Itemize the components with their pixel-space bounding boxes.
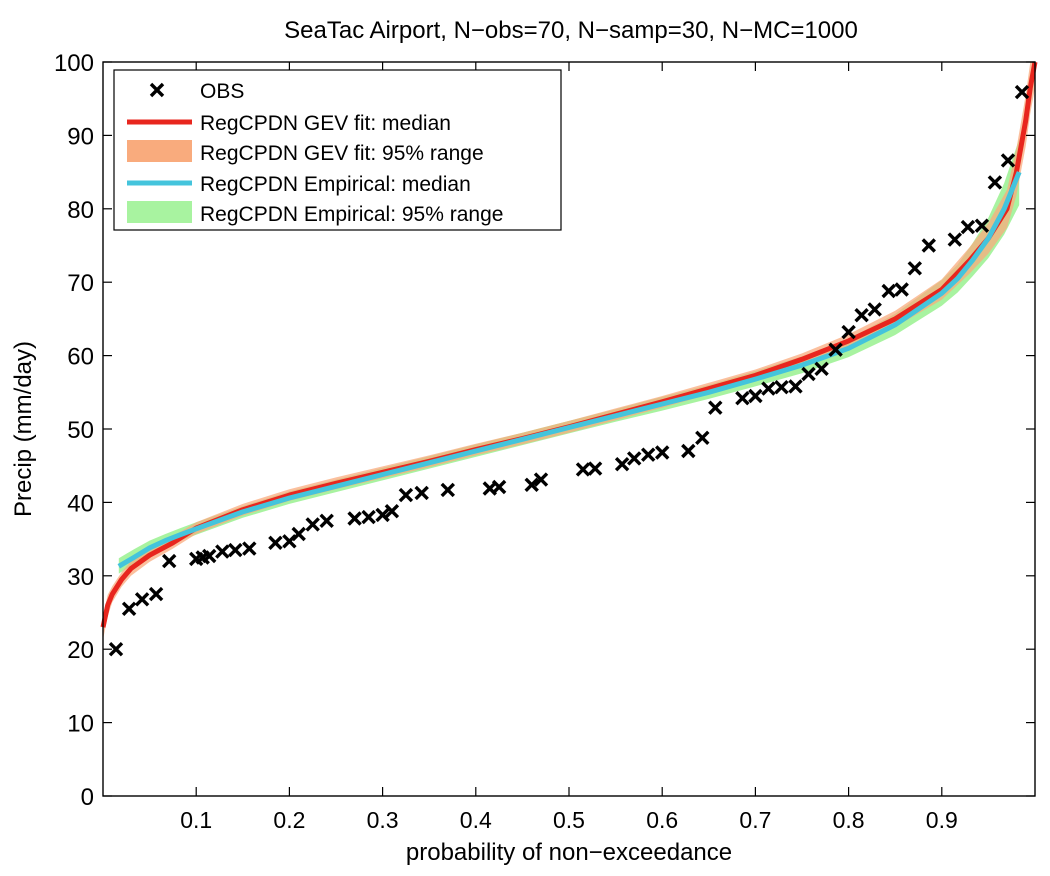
obs-point [614,456,630,472]
bands-layer [103,62,1035,640]
obs-point [242,541,257,556]
obs-point [347,511,362,526]
obs-point [384,503,400,519]
obs-point [398,487,414,503]
legend-swatch-obs [149,82,165,98]
x-tick-label: 0.3 [367,807,399,833]
x-tick-label: 0.9 [926,807,958,833]
band-emp-95-range [118,139,1020,574]
y-tick-label: 0 [81,784,94,811]
x-axis-label: probability of non−exceedance [406,839,732,866]
obs-point [695,430,710,446]
obs-point [268,535,283,551]
x-tick-label: 0.2 [273,807,305,833]
obs-point [867,302,882,317]
obs-point [626,451,642,466]
obs-point [375,507,390,523]
obs-point [761,381,776,396]
obs-point [440,482,456,498]
y-tick-label: 70 [67,270,94,297]
y-tick-labels: 0 10 20 30 40 50 60 70 80 90 100 [54,50,94,811]
x-tick-label: 0.1 [180,807,212,833]
legend: OBS RegCPDN GEV fit: median RegCPDN GEV … [113,69,562,231]
obs-point [524,477,539,493]
legend-label-emp-median: RegCPDN Empirical: median [200,173,471,196]
y-tick-label: 40 [67,490,94,517]
obs-point [801,366,816,382]
obs-point [814,361,829,377]
markers-layer [108,84,1030,657]
x-tick-label: 0.4 [460,807,492,833]
legend-label-gev-median: RegCPDN GEV fit: median [200,112,451,135]
legend-item-obs: OBS [149,80,244,103]
y-tick-label: 80 [67,197,94,224]
obs-point [735,390,750,406]
x-tick-label: 0.7 [739,807,771,833]
obs-point [215,544,230,559]
obs-point [201,548,217,564]
y-axis-label: Precip (mm/day) [10,341,37,517]
obs-point [228,542,243,558]
obs-point [960,219,976,235]
x-tick-labels: 0.1 0.2 0.3 0.4 0.5 0.6 0.7 0.8 0.9 [180,807,958,833]
x-tick-label: 0.5 [553,807,585,833]
obs-point [748,388,763,404]
obs-point [1000,153,1016,168]
obs-point [921,238,937,253]
y-tick-label: 100 [54,50,94,77]
legend-label-obs: OBS [200,80,244,103]
obs-point [161,553,177,569]
y-tick-label: 60 [67,344,94,371]
y-tick-label: 90 [67,123,94,150]
obs-point [974,218,990,233]
legend-item-gev-range: RegCPDN GEV fit: 95% range [127,140,484,165]
chart-title: SeaTac Airport, N−obs=70, N−samp=30, N−M… [284,17,858,44]
obs-point [654,445,670,460]
obs-point [640,447,656,462]
obs-point [291,526,306,542]
obs-point [987,175,1003,190]
obs-point [894,282,909,297]
legend-item-emp-range: RegCPDN Empirical: 95% range [127,201,503,226]
obs-point [881,283,896,299]
x-tick-label: 0.6 [646,807,678,833]
obs-point [1014,84,1030,100]
y-tick-label: 10 [67,711,94,738]
obs-point [121,601,137,617]
obs-point [854,307,869,323]
lines-layer [100,61,1038,628]
obs-point [148,586,164,602]
obs-point [774,379,789,395]
y-tick-label: 30 [67,564,94,591]
obs-point [108,641,124,657]
obs-point [681,443,696,459]
obs-point [575,462,591,477]
x-tick-label: 0.8 [833,807,865,833]
obs-point [708,400,723,415]
obs-point [305,517,320,532]
obs-point [828,342,843,357]
legend-label-emp-range: RegCPDN Empirical: 95% range [200,203,503,226]
obs-point [491,479,507,495]
obs-point [134,592,150,607]
obs-point [841,324,856,340]
obs-point [414,485,429,501]
y-tick-label: 20 [67,637,94,664]
obs-point [907,261,923,276]
obs-point [361,509,376,525]
obs-point [587,461,603,476]
legend-label-gev-range: RegCPDN GEV fit: 95% range [200,142,484,165]
line-emp-median [117,171,1022,569]
obs-point [947,232,963,247]
obs-point [533,472,549,487]
obs-point [319,513,334,529]
obs-point [788,379,803,394]
legend-item-gev-median: RegCPDN GEV fit: median [127,112,451,135]
legend-item-emp-median: RegCPDN Empirical: median [127,173,471,196]
y-tick-label: 50 [67,417,94,444]
